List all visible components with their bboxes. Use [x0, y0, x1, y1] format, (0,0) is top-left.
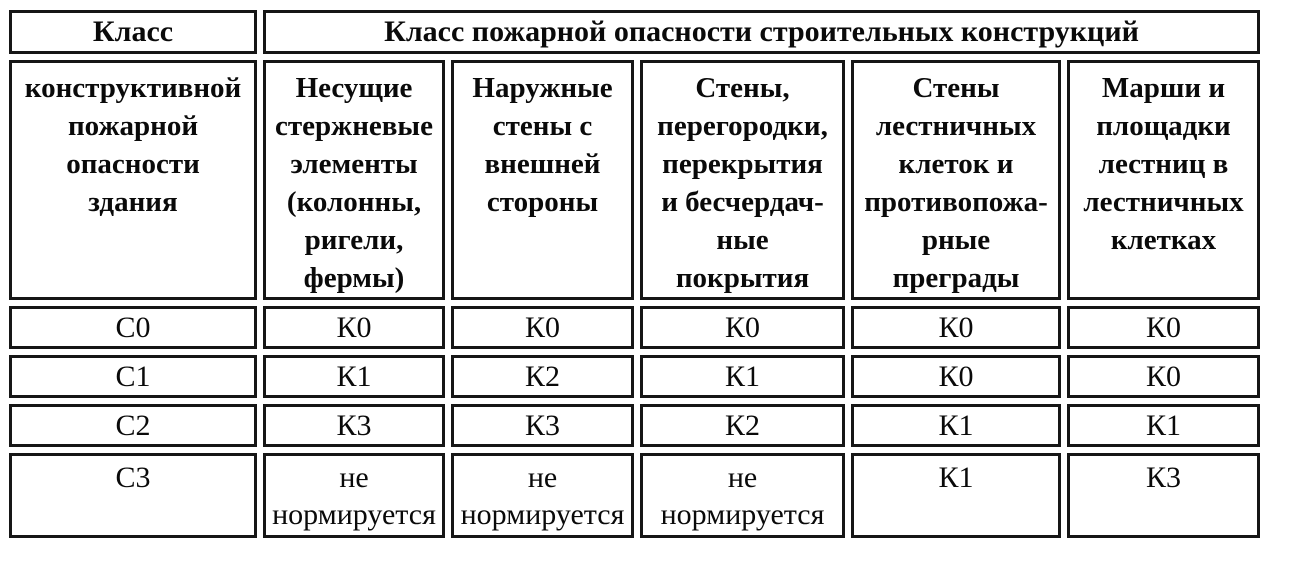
header-row-group: Класс Класс пожарной опасности строитель…	[9, 10, 1260, 54]
value-cell: К2	[451, 355, 634, 398]
table-row-c2: С2 К3 К3 К2 К1 К1	[9, 404, 1260, 447]
table-row-c1: С1 К1 К2 К1 К0 К0	[9, 355, 1260, 398]
value-cell: К0	[263, 306, 445, 349]
value-cell: К3	[263, 404, 445, 447]
value-cell: К0	[451, 306, 634, 349]
row-class-cell: С1	[9, 355, 257, 398]
column-header-outer-walls: Наружные стены с внешней стороны	[451, 60, 634, 300]
value-cell: не нормируется	[451, 453, 634, 538]
table-row-c0: С0 К0 К0 К0 К0 К0	[9, 306, 1260, 349]
value-cell: К3	[1067, 453, 1260, 538]
corner-header-bottom: конструктивной пожарной опасности здания	[9, 60, 257, 300]
value-cell: К1	[851, 404, 1061, 447]
value-cell: К1	[263, 355, 445, 398]
value-cell: К0	[1067, 306, 1260, 349]
value-cell: К0	[1067, 355, 1260, 398]
column-header-walls-partitions: Стены, перегородки, перекрытия и бесчерд…	[640, 60, 845, 300]
row-class-cell: С3	[9, 453, 257, 538]
value-cell: К2	[640, 404, 845, 447]
row-class-cell: С2	[9, 404, 257, 447]
table-row-c3: С3 не нормируется не нормируется не норм…	[9, 453, 1260, 538]
header-row-columns: конструктивной пожарной опасности здания…	[9, 60, 1260, 300]
value-cell: К3	[451, 404, 634, 447]
column-header-stairwell-walls: Стены лестничных клеток и противопожа- р…	[851, 60, 1061, 300]
corner-header-top: Класс	[9, 10, 257, 54]
column-header-load-bearing: Несущие стержневые элементы (колонны, ри…	[263, 60, 445, 300]
value-cell: К1	[851, 453, 1061, 538]
value-cell: К1	[640, 355, 845, 398]
value-cell: К1	[1067, 404, 1260, 447]
value-cell: К0	[851, 306, 1061, 349]
value-cell: не нормируется	[640, 453, 845, 538]
column-header-stair-flights: Марши и площадки лестниц в лестничных кл…	[1067, 60, 1260, 300]
row-class-cell: С0	[9, 306, 257, 349]
value-cell: не нормируется	[263, 453, 445, 538]
group-header: Класс пожарной опасности строительных ко…	[263, 10, 1260, 54]
value-cell: К0	[640, 306, 845, 349]
value-cell: К0	[851, 355, 1061, 398]
fire-hazard-classes-table: Класс Класс пожарной опасности строитель…	[3, 4, 1266, 544]
